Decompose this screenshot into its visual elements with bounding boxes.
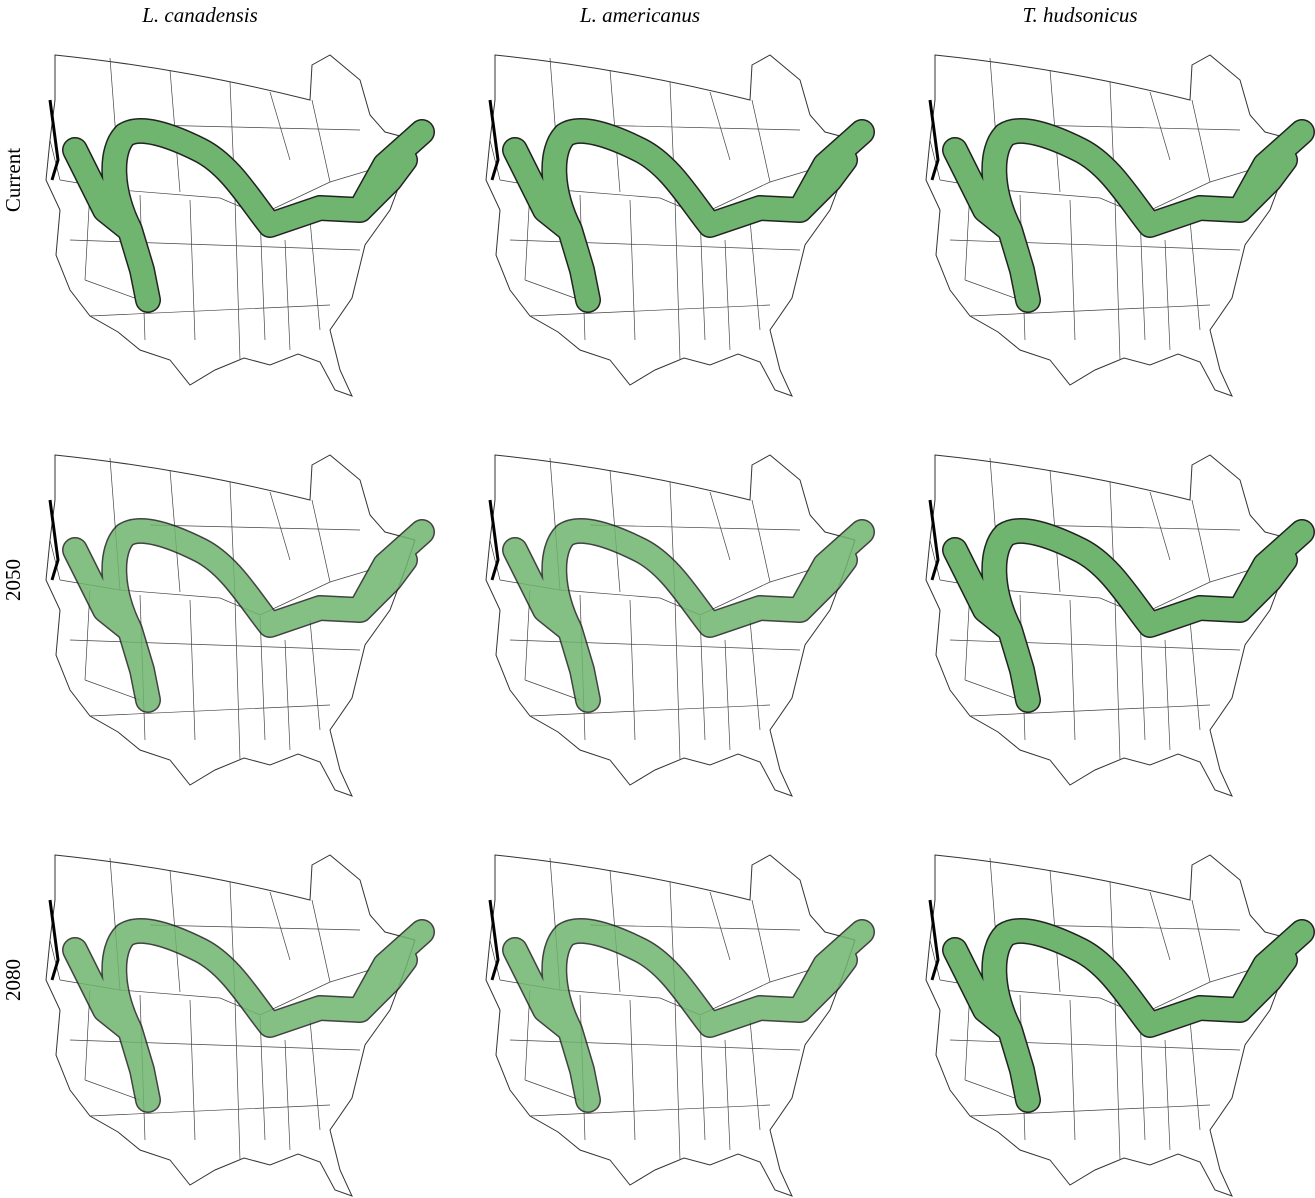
base-map [924, 53, 1297, 398]
map-panel [484, 53, 862, 398]
row-label: 2080 [1, 959, 25, 1001]
column-header: L. canadensis [141, 3, 258, 27]
base-map [44, 853, 417, 1198]
map-panel [924, 53, 1302, 398]
base-map [484, 53, 857, 398]
map-panel [484, 453, 862, 798]
base-map [44, 453, 417, 798]
map-panel [484, 853, 862, 1198]
map-panel [924, 853, 1302, 1198]
column-header: L. americanus [579, 3, 700, 27]
map-panel [924, 453, 1302, 798]
map-grid [44, 53, 1302, 1198]
base-map [924, 853, 1297, 1198]
base-map [924, 453, 1297, 798]
base-map [44, 53, 417, 398]
map-panel [44, 853, 422, 1198]
row-label: 2050 [1, 559, 25, 601]
row-label: Current [1, 148, 25, 212]
column-header: T. hudsonicus [1022, 3, 1137, 27]
base-map [484, 853, 857, 1198]
map-panel [44, 453, 422, 798]
base-map [484, 453, 857, 798]
map-panel [44, 53, 422, 398]
